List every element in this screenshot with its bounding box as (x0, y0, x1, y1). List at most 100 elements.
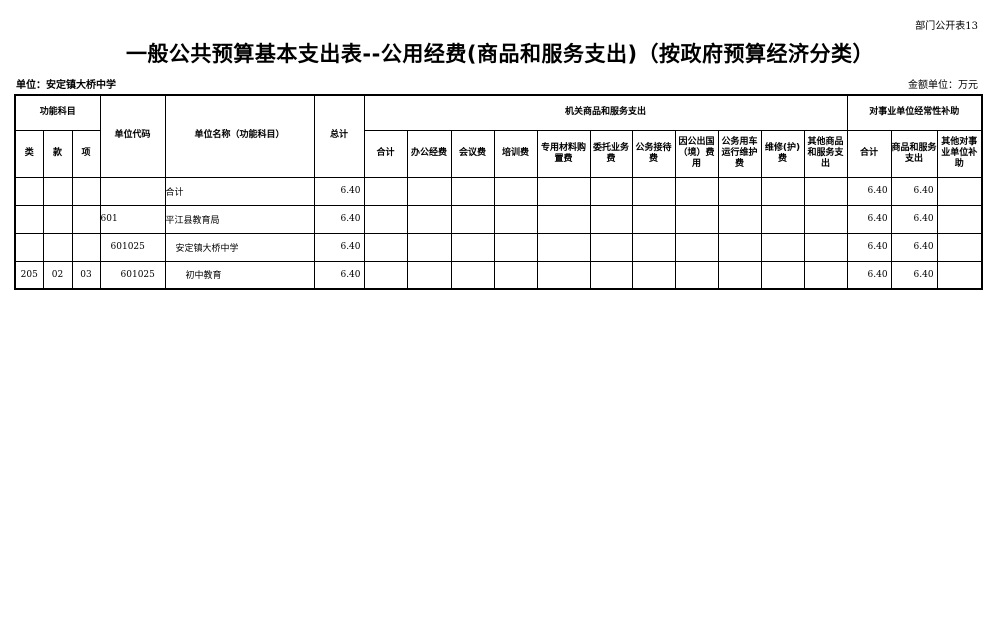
header-jiguan-col: 委托业务费 (589, 129, 633, 178)
cell-jiguan (717, 232, 762, 262)
cell-jiguan (803, 260, 848, 290)
page-title: 一般公共预算基本支出表--公用经费(商品和服务支出)（按政府预算经济分类） (125, 42, 875, 66)
cell-jiguan (450, 260, 495, 290)
header-xiang: 项 (71, 129, 101, 178)
cell-jiguan (363, 204, 408, 234)
header-shiye-col: 合计 (846, 129, 892, 178)
cell-total: 6.40 (313, 176, 365, 206)
header-jiguan-col: 公务接待费 (631, 129, 676, 178)
cell-name: 平江县教育局 (164, 204, 315, 234)
cell-shiye: 6.40 (890, 204, 938, 234)
table-row: 601025 安定镇大桥中学 6.40 6.40 6.40 (14, 232, 983, 262)
cell-shiye: 6.40 (846, 176, 892, 206)
cell-jiguan (450, 176, 495, 206)
cell-jiguan (803, 232, 848, 262)
header-name: 单位名称（功能科目） (164, 94, 315, 178)
cell-jiguan (803, 176, 848, 206)
cell-jiguan (631, 204, 676, 234)
header-jiguan: 机关商品和服务支出 (363, 94, 848, 131)
cell-jiguan (760, 232, 805, 262)
header-jiguan-col: 会议费 (450, 129, 495, 178)
cell-xiang: 03 (71, 260, 101, 290)
cell-total: 6.40 (313, 260, 365, 290)
cell-jiguan (674, 204, 719, 234)
cell-jiguan (674, 176, 719, 206)
cell-jiguan (363, 232, 408, 262)
cell-code: 601025 (99, 232, 166, 262)
cell-jiguan (717, 260, 762, 290)
cell-jiguan (589, 260, 633, 290)
cell-total: 6.40 (313, 232, 365, 262)
cell-lei (14, 232, 44, 262)
form-number: 部门公开表13 (915, 21, 978, 32)
cell-jiguan (760, 176, 805, 206)
cell-jiguan (406, 232, 452, 262)
cell-jiguan (674, 232, 719, 262)
cell-jiguan (589, 176, 633, 206)
cell-jiguan (631, 232, 676, 262)
cell-lei (14, 176, 44, 206)
cell-name: 合计 (164, 176, 315, 206)
header-jiguan-col: 合计 (363, 129, 408, 178)
cell-shiye (936, 232, 983, 262)
header-jiguan-col: 因公出国（境）费用 (674, 129, 719, 178)
cell-total: 6.40 (313, 204, 365, 234)
header-jiguan-col: 培训费 (493, 129, 538, 178)
table-row: 601 平江县教育局 6.40 6.40 6.40 (14, 204, 983, 234)
cell-jiguan (406, 204, 452, 234)
cell-jiguan (450, 232, 495, 262)
expenditure-table: 功能科目 单位代码 单位名称（功能科目） 总计 机关商品和服务支出 对事业单位经… (14, 94, 984, 290)
cell-jiguan (717, 204, 762, 234)
cell-code: 601025 (99, 260, 166, 290)
cell-jiguan (717, 176, 762, 206)
header-kuan: 款 (42, 129, 73, 178)
header-shiye-col: 商品和服务支出 (890, 129, 938, 178)
cell-name: 初中教育 (164, 260, 315, 290)
header-jiguan-col: 其他商品和服务支出 (803, 129, 848, 178)
cell-jiguan (674, 260, 719, 290)
cell-jiguan (493, 232, 538, 262)
cell-xiang (71, 204, 101, 234)
cell-shiye: 6.40 (890, 260, 938, 290)
cell-shiye: 6.40 (890, 232, 938, 262)
cell-jiguan (493, 176, 538, 206)
cell-jiguan (631, 176, 676, 206)
header-shiye-col: 其他对事业单位补助 (936, 129, 983, 178)
money-unit-label: 金额单位：万元 (908, 80, 978, 91)
header-jiguan-col: 专用材料购置费 (536, 129, 591, 178)
cell-name: 安定镇大桥中学 (164, 232, 315, 262)
table-row: 合计 6.40 6.40 6.40 (14, 176, 983, 206)
cell-shiye: 6.40 (846, 260, 892, 290)
header-total: 总计 (313, 94, 365, 178)
cell-jiguan (406, 176, 452, 206)
cell-shiye (936, 260, 983, 290)
cell-shiye: 6.40 (890, 176, 938, 206)
cell-lei: 205 (14, 260, 44, 290)
header-jiguan-col: 维修(护)费 (760, 129, 805, 178)
cell-kuan (42, 204, 73, 234)
cell-kuan (42, 232, 73, 262)
cell-jiguan (536, 176, 591, 206)
header-code: 单位代码 (99, 94, 166, 178)
header-shiye: 对事业单位经常性补助 (846, 94, 983, 131)
cell-jiguan (406, 260, 452, 290)
cell-jiguan (363, 176, 408, 206)
cell-jiguan (363, 260, 408, 290)
cell-lei (14, 204, 44, 234)
cell-jiguan (536, 260, 591, 290)
cell-shiye: 6.40 (846, 232, 892, 262)
cell-jiguan (450, 204, 495, 234)
cell-jiguan (760, 204, 805, 234)
header-func: 功能科目 (14, 94, 101, 131)
cell-jiguan (536, 204, 591, 234)
cell-kuan: 02 (42, 260, 73, 290)
header-jiguan-col: 办公经费 (406, 129, 452, 178)
cell-jiguan (803, 204, 848, 234)
cell-kuan (42, 176, 73, 206)
cell-jiguan (631, 260, 676, 290)
cell-jiguan (536, 232, 591, 262)
cell-code (99, 176, 166, 206)
table-row: 205 02 03 601025 初中教育 6.40 6.40 6.40 (14, 260, 983, 290)
unit-label: 单位：安定镇大桥中学 (16, 80, 116, 91)
cell-shiye: 6.40 (846, 204, 892, 234)
